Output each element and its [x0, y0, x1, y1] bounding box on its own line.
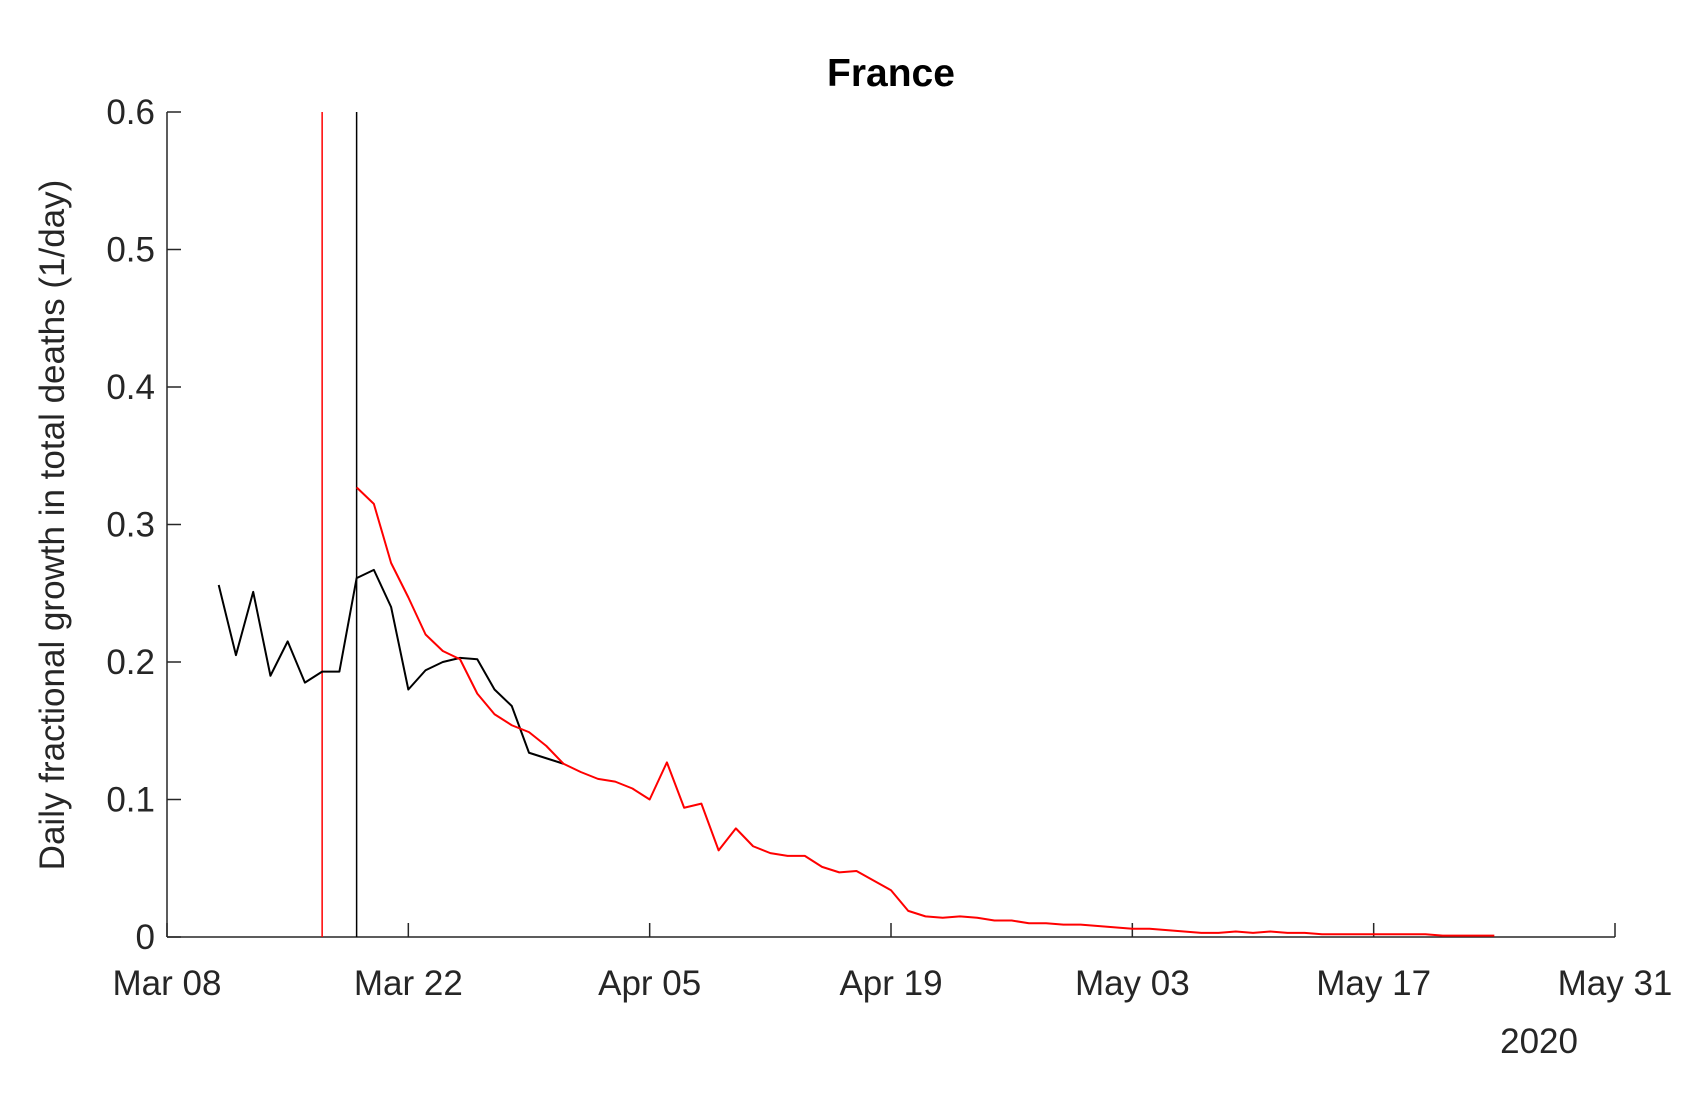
y-tick-label: 0.4 — [106, 368, 155, 407]
x-tick-label: Apr 19 — [839, 964, 942, 1003]
x-tick-label: May 31 — [1558, 964, 1673, 1003]
y-tick-label: 0 — [136, 918, 155, 957]
y-tick-label: 0.6 — [106, 93, 155, 132]
x-secondary-label: 2020 — [1500, 1022, 1578, 1061]
y-tick-label: 0.2 — [106, 643, 155, 682]
y-tick-label: 0.5 — [106, 231, 155, 270]
chart-title: France — [827, 52, 955, 95]
series-line — [217, 568, 564, 765]
x-tick-label: May 03 — [1075, 964, 1190, 1003]
x-tick-label: Apr 05 — [598, 964, 701, 1003]
y-tick-label: 0.1 — [106, 781, 155, 820]
y-axis-label: Daily fractional growth in total deaths … — [33, 180, 72, 871]
series-line — [355, 486, 1495, 937]
y-tick-label: 0.3 — [106, 506, 155, 545]
x-tick-label: Mar 22 — [354, 964, 463, 1003]
x-tick-label: Mar 08 — [113, 964, 222, 1003]
x-tick-label: May 17 — [1316, 964, 1431, 1003]
